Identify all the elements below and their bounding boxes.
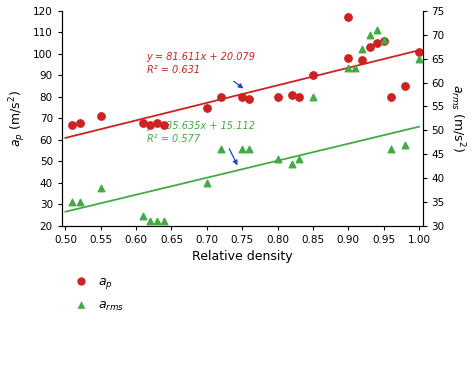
Point [309,94,317,100]
Point [288,161,295,167]
Point [373,40,380,46]
Point [309,72,317,78]
X-axis label: Relative density: Relative density [192,250,292,263]
Point [246,146,253,152]
Point [69,199,76,205]
Point [69,122,76,128]
Point [76,120,83,126]
Point [238,146,246,152]
Point [415,56,423,62]
Point [359,57,366,63]
Text: y = 35.635x + 15.112: y = 35.635x + 15.112 [147,121,256,131]
Point [139,120,147,126]
Point [217,94,225,100]
Point [366,32,374,38]
Point [139,213,147,219]
Point [161,218,168,224]
Text: R² = 0.577: R² = 0.577 [147,134,200,144]
Point [352,65,359,71]
Point [345,14,352,21]
Point [345,55,352,61]
Point [146,122,154,128]
Point [97,184,105,190]
Point [203,180,210,186]
Point [274,156,282,162]
Point [76,199,83,205]
Point [366,45,374,51]
Point [359,46,366,52]
Legend: $a_p$, $a_{rms}$: $a_p$, $a_{rms}$ [68,275,124,313]
Point [345,65,352,71]
Point [274,94,282,100]
Point [154,120,161,126]
Point [401,141,409,147]
Point [401,83,409,89]
Point [415,49,423,55]
Point [380,37,387,43]
Point [387,146,394,152]
Point [380,38,387,44]
Point [161,122,168,128]
Point [295,94,302,100]
Y-axis label: $a_p$ (m/s$^2$): $a_p$ (m/s$^2$) [7,90,27,147]
Point [238,94,246,100]
Point [387,94,394,100]
Point [146,218,154,224]
Text: R² = 0.631: R² = 0.631 [147,65,200,75]
Point [246,96,253,102]
Point [295,156,302,162]
Point [97,113,105,119]
Y-axis label: $a_{rms}$ (m/s$^2$): $a_{rms}$ (m/s$^2$) [448,84,467,152]
Text: y = 81.611x + 20.079: y = 81.611x + 20.079 [147,52,256,62]
Point [373,27,380,33]
Point [217,146,225,152]
Point [288,92,295,98]
Point [154,218,161,224]
Point [203,104,210,110]
